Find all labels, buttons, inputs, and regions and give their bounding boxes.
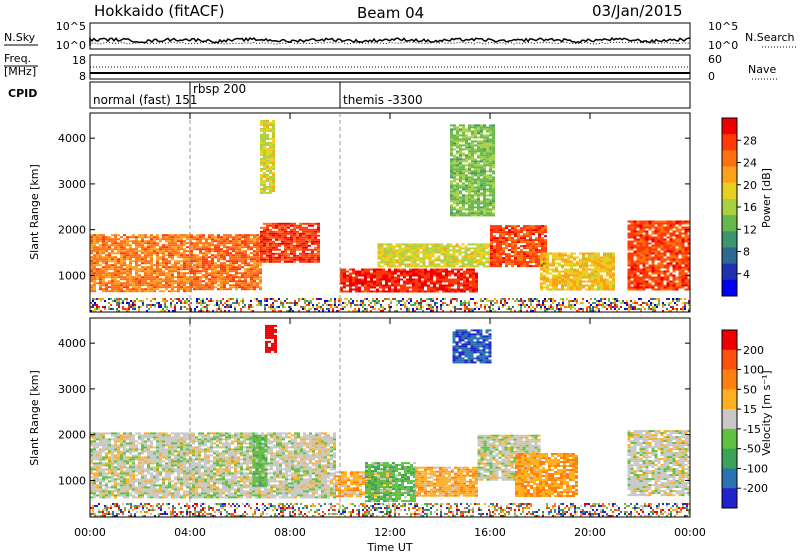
- nave-tick-bottom: 0: [708, 70, 715, 83]
- mode-label-2: themis -3300: [343, 93, 423, 107]
- power-region-0: [90, 234, 192, 292]
- power-bar-tick-5: 24: [743, 157, 757, 170]
- power-region-1: [190, 234, 262, 290]
- x-tick-4: 16:00: [474, 526, 506, 539]
- x-tick-6: 00:00: [674, 526, 706, 539]
- x-tick-3: 12:00: [374, 526, 406, 539]
- power-region-8: [450, 124, 495, 216]
- velocity-ytick-3: 4000: [58, 337, 86, 350]
- power-ytick-0: 1000: [58, 269, 86, 282]
- velocity-swatch-0: [722, 330, 737, 350]
- x-tick-0: 00:00: [74, 526, 106, 539]
- x-axis-label: Time UT: [366, 541, 412, 554]
- velocity-swatch-5: [722, 429, 737, 449]
- power-bar-tick-6: 28: [743, 134, 757, 147]
- power-bar-label: Power [dB]: [760, 168, 773, 228]
- velocity-swatch-2: [722, 370, 737, 390]
- nsearch-tick-top: 10^5: [708, 20, 738, 33]
- power-swatch-8: [722, 247, 737, 264]
- power-region-3: [340, 269, 478, 293]
- power-swatch-0: [722, 118, 737, 135]
- velocity-bar-tick-5: -50: [743, 443, 761, 456]
- freq-tick-top: 18: [72, 54, 86, 67]
- velocity-region-4: [415, 467, 478, 497]
- power-swatch-5: [722, 199, 737, 216]
- power-swatch-10: [722, 280, 737, 297]
- beam-title: Beam 04: [357, 4, 424, 22]
- nsky-tick-top: 10^5: [56, 20, 86, 33]
- velocity-bar-tick-2: 50: [743, 383, 757, 396]
- x-tick-2: 08:00: [274, 526, 306, 539]
- velocity-region-6: [515, 453, 578, 497]
- velocity-ytick-1: 2000: [58, 429, 86, 442]
- power-region-2: [260, 223, 320, 263]
- power-bar-tick-3: 16: [743, 201, 757, 214]
- velocity-bar-tick-7: -200: [743, 482, 768, 495]
- mode-label-1: rbsp 200: [193, 82, 246, 96]
- velocity-region-8: [265, 325, 277, 353]
- velocity-swatch-4: [722, 409, 737, 429]
- velocity-region-7: [628, 430, 691, 496]
- power-ytick-3: 4000: [58, 132, 86, 145]
- velocity-bar-tick-4: -15: [743, 423, 761, 436]
- power-swatch-7: [722, 231, 737, 248]
- velocity-bar-tick-6: -100: [743, 462, 768, 475]
- power-bar-tick-4: 20: [743, 179, 757, 192]
- cpid-label: CPID: [8, 87, 37, 100]
- velocity-region-3: [365, 462, 416, 502]
- velocity-swatch-3: [722, 389, 737, 409]
- power-swatch-6: [722, 215, 737, 232]
- freq-label: Freq.: [4, 52, 31, 65]
- nsky-tick-bottom: 10^0: [56, 39, 86, 52]
- velocity-ytick-0: 1000: [58, 474, 86, 487]
- freq-tick-bottom: 8: [79, 70, 86, 83]
- nsearch-label: N.Search: [745, 31, 795, 44]
- power-colorbar: 4 8 12 16 20 24 28: [722, 118, 757, 297]
- power-bar-tick-2: 12: [743, 223, 757, 236]
- power-bar-tick-1: 8: [743, 246, 750, 259]
- freq-strip: Freq. [MHz] 18 8 60 0 Nave: [4, 52, 778, 83]
- power-ylabel: Slant Range [km]: [28, 164, 41, 260]
- velocity-swatch-7: [722, 468, 737, 488]
- velocity-bar-tick-0: 200: [743, 344, 764, 357]
- nsky-label: N.Sky: [4, 31, 36, 44]
- power-swatch-1: [722, 134, 737, 151]
- power-bar-tick-0: 4: [743, 268, 750, 281]
- nsky-strip: N.Sky 10^5 10^0 10^5 10^0 N.Search: [4, 20, 796, 52]
- power-swatch-9: [722, 264, 737, 281]
- nave-label: Nave: [748, 63, 776, 76]
- power-swatch-2: [722, 150, 737, 167]
- velocity-panel: 1000 2000 3000 4000 Slant Range [km]: [28, 318, 691, 517]
- nsearch-tick-bottom: 10^0: [708, 39, 738, 52]
- power-ytick-1: 2000: [58, 224, 86, 237]
- freq-unit: [MHz]: [4, 65, 36, 78]
- date-title: 03/Jan/2015: [592, 2, 683, 20]
- velocity-ylabel: Slant Range [km]: [28, 370, 41, 466]
- power-swatch-4: [722, 183, 737, 200]
- power-swatch-3: [722, 167, 737, 184]
- velocity-bar-label: Velocity [m s⁻¹]: [760, 370, 773, 455]
- nave-tick-top: 60: [708, 53, 722, 66]
- x-tick-5: 20:00: [574, 526, 606, 539]
- velocity-swatch-6: [722, 449, 737, 469]
- velocity-swatch-8: [722, 488, 737, 508]
- power-panel: 1000 2000 3000 4000 Slant Range [km]: [28, 113, 691, 312]
- station-title: Hokkaido (fitACF): [94, 2, 225, 20]
- mode-label-0: normal (fast) 151: [93, 93, 197, 107]
- x-tick-1: 04:00: [174, 526, 206, 539]
- velocity-bar-tick-3: 15: [743, 403, 757, 416]
- power-ytick-2: 3000: [58, 178, 86, 191]
- velocity-swatch-1: [722, 350, 737, 370]
- velocity-ytick-2: 3000: [58, 383, 86, 396]
